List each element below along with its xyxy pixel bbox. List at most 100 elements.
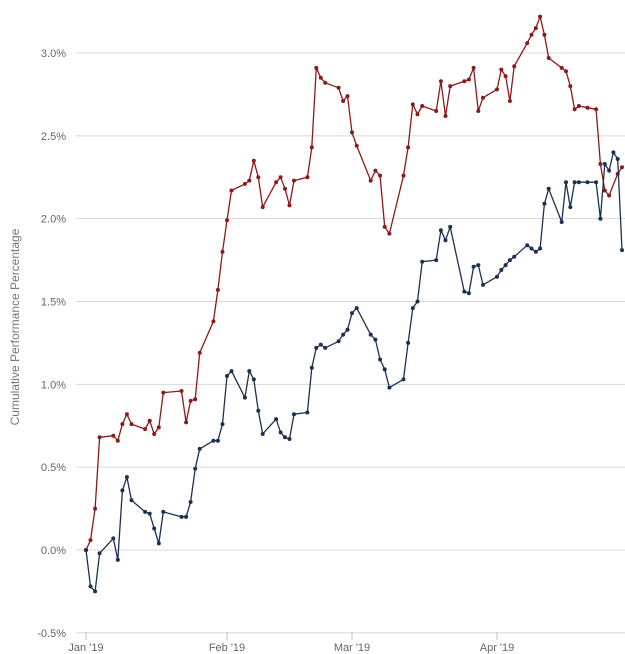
data-point[interactable] — [401, 377, 406, 382]
data-point[interactable] — [147, 511, 152, 516]
data-point[interactable] — [607, 193, 612, 198]
data-point[interactable] — [292, 178, 296, 183]
data-point[interactable] — [88, 538, 93, 543]
data-point[interactable] — [564, 180, 568, 185]
data-point[interactable] — [462, 79, 467, 84]
data-point[interactable] — [378, 357, 383, 362]
data-point[interactable] — [559, 65, 564, 70]
data-point[interactable] — [161, 390, 166, 395]
data-point[interactable] — [197, 350, 202, 355]
data-point[interactable] — [256, 408, 261, 413]
data-point[interactable] — [542, 201, 547, 206]
data-point[interactable] — [382, 224, 387, 229]
data-point[interactable] — [93, 589, 98, 594]
data-point[interactable] — [546, 56, 551, 60]
data-point[interactable] — [373, 337, 378, 342]
data-point[interactable] — [251, 377, 256, 382]
data-point[interactable] — [242, 181, 247, 186]
data-point[interactable] — [350, 311, 354, 316]
data-point[interactable] — [211, 319, 216, 324]
data-point[interactable] — [602, 162, 607, 166]
data-point[interactable] — [314, 65, 319, 70]
data-point[interactable] — [466, 77, 471, 82]
data-point[interactable] — [318, 75, 323, 80]
data-point[interactable] — [309, 365, 314, 370]
data-point[interactable] — [225, 218, 229, 223]
data-point[interactable] — [193, 397, 198, 402]
data-point[interactable] — [111, 433, 116, 438]
data-point[interactable] — [287, 437, 292, 441]
data-point[interactable] — [512, 254, 517, 259]
data-point[interactable] — [124, 475, 129, 480]
data-point[interactable] — [368, 332, 373, 337]
data-point[interactable] — [309, 145, 314, 150]
data-point[interactable] — [345, 327, 350, 332]
data-point[interactable] — [156, 541, 161, 546]
data-point[interactable] — [283, 186, 287, 191]
data-point[interactable] — [215, 438, 220, 443]
data-point[interactable] — [481, 282, 485, 287]
data-point[interactable] — [336, 85, 341, 90]
data-point[interactable] — [462, 289, 467, 294]
data-point[interactable] — [572, 107, 577, 112]
data-point[interactable] — [542, 32, 547, 37]
data-point[interactable] — [97, 551, 102, 556]
data-point[interactable] — [615, 157, 620, 161]
data-point[interactable] — [420, 259, 425, 264]
data-point[interactable] — [378, 173, 383, 178]
data-point[interactable] — [93, 506, 98, 511]
data-point[interactable] — [499, 67, 504, 72]
data-point[interactable] — [448, 224, 453, 229]
data-point[interactable] — [220, 422, 225, 427]
data-point[interactable] — [354, 306, 359, 311]
data-point[interactable] — [368, 178, 373, 183]
data-point[interactable] — [620, 248, 624, 253]
data-point[interactable] — [559, 220, 564, 224]
data-point[interactable] — [278, 175, 283, 180]
data-point[interactable] — [314, 345, 319, 350]
data-point[interactable] — [538, 246, 543, 251]
data-point[interactable] — [594, 180, 599, 185]
data-point[interactable] — [184, 514, 189, 519]
data-point[interactable] — [387, 385, 392, 390]
data-point[interactable] — [129, 422, 134, 427]
data-point[interactable] — [415, 112, 420, 117]
data-point[interactable] — [607, 168, 612, 173]
data-point[interactable] — [620, 165, 624, 170]
data-point[interactable] — [188, 398, 193, 403]
data-point[interactable] — [184, 420, 189, 425]
data-point[interactable] — [278, 430, 283, 435]
data-point[interactable] — [251, 158, 256, 163]
data-point[interactable] — [143, 427, 148, 432]
data-point[interactable] — [323, 345, 328, 350]
data-point[interactable] — [598, 216, 603, 221]
data-point[interactable] — [438, 228, 443, 233]
data-point[interactable] — [585, 180, 590, 185]
data-point[interactable] — [215, 287, 220, 292]
data-point[interactable] — [476, 263, 481, 268]
data-point[interactable] — [211, 438, 216, 443]
data-point[interactable] — [481, 95, 485, 100]
data-point[interactable] — [188, 500, 193, 504]
data-point[interactable] — [147, 418, 152, 423]
data-point[interactable] — [382, 367, 387, 372]
data-point[interactable] — [503, 263, 508, 268]
data-point[interactable] — [401, 173, 406, 178]
data-point[interactable] — [229, 188, 234, 193]
data-point[interactable] — [448, 84, 453, 89]
data-point[interactable] — [84, 548, 88, 552]
data-point[interactable] — [354, 143, 359, 148]
data-point[interactable] — [156, 425, 161, 430]
data-point[interactable] — [341, 99, 346, 103]
data-point[interactable] — [305, 410, 310, 415]
data-point[interactable] — [274, 180, 279, 185]
data-point[interactable] — [229, 369, 234, 374]
data-point[interactable] — [410, 102, 415, 107]
data-point[interactable] — [594, 107, 599, 112]
data-point[interactable] — [434, 258, 439, 263]
data-point[interactable] — [406, 145, 411, 150]
data-point[interactable] — [115, 438, 120, 443]
data-point[interactable] — [152, 432, 157, 436]
data-point[interactable] — [143, 509, 148, 514]
data-point[interactable] — [247, 178, 252, 183]
